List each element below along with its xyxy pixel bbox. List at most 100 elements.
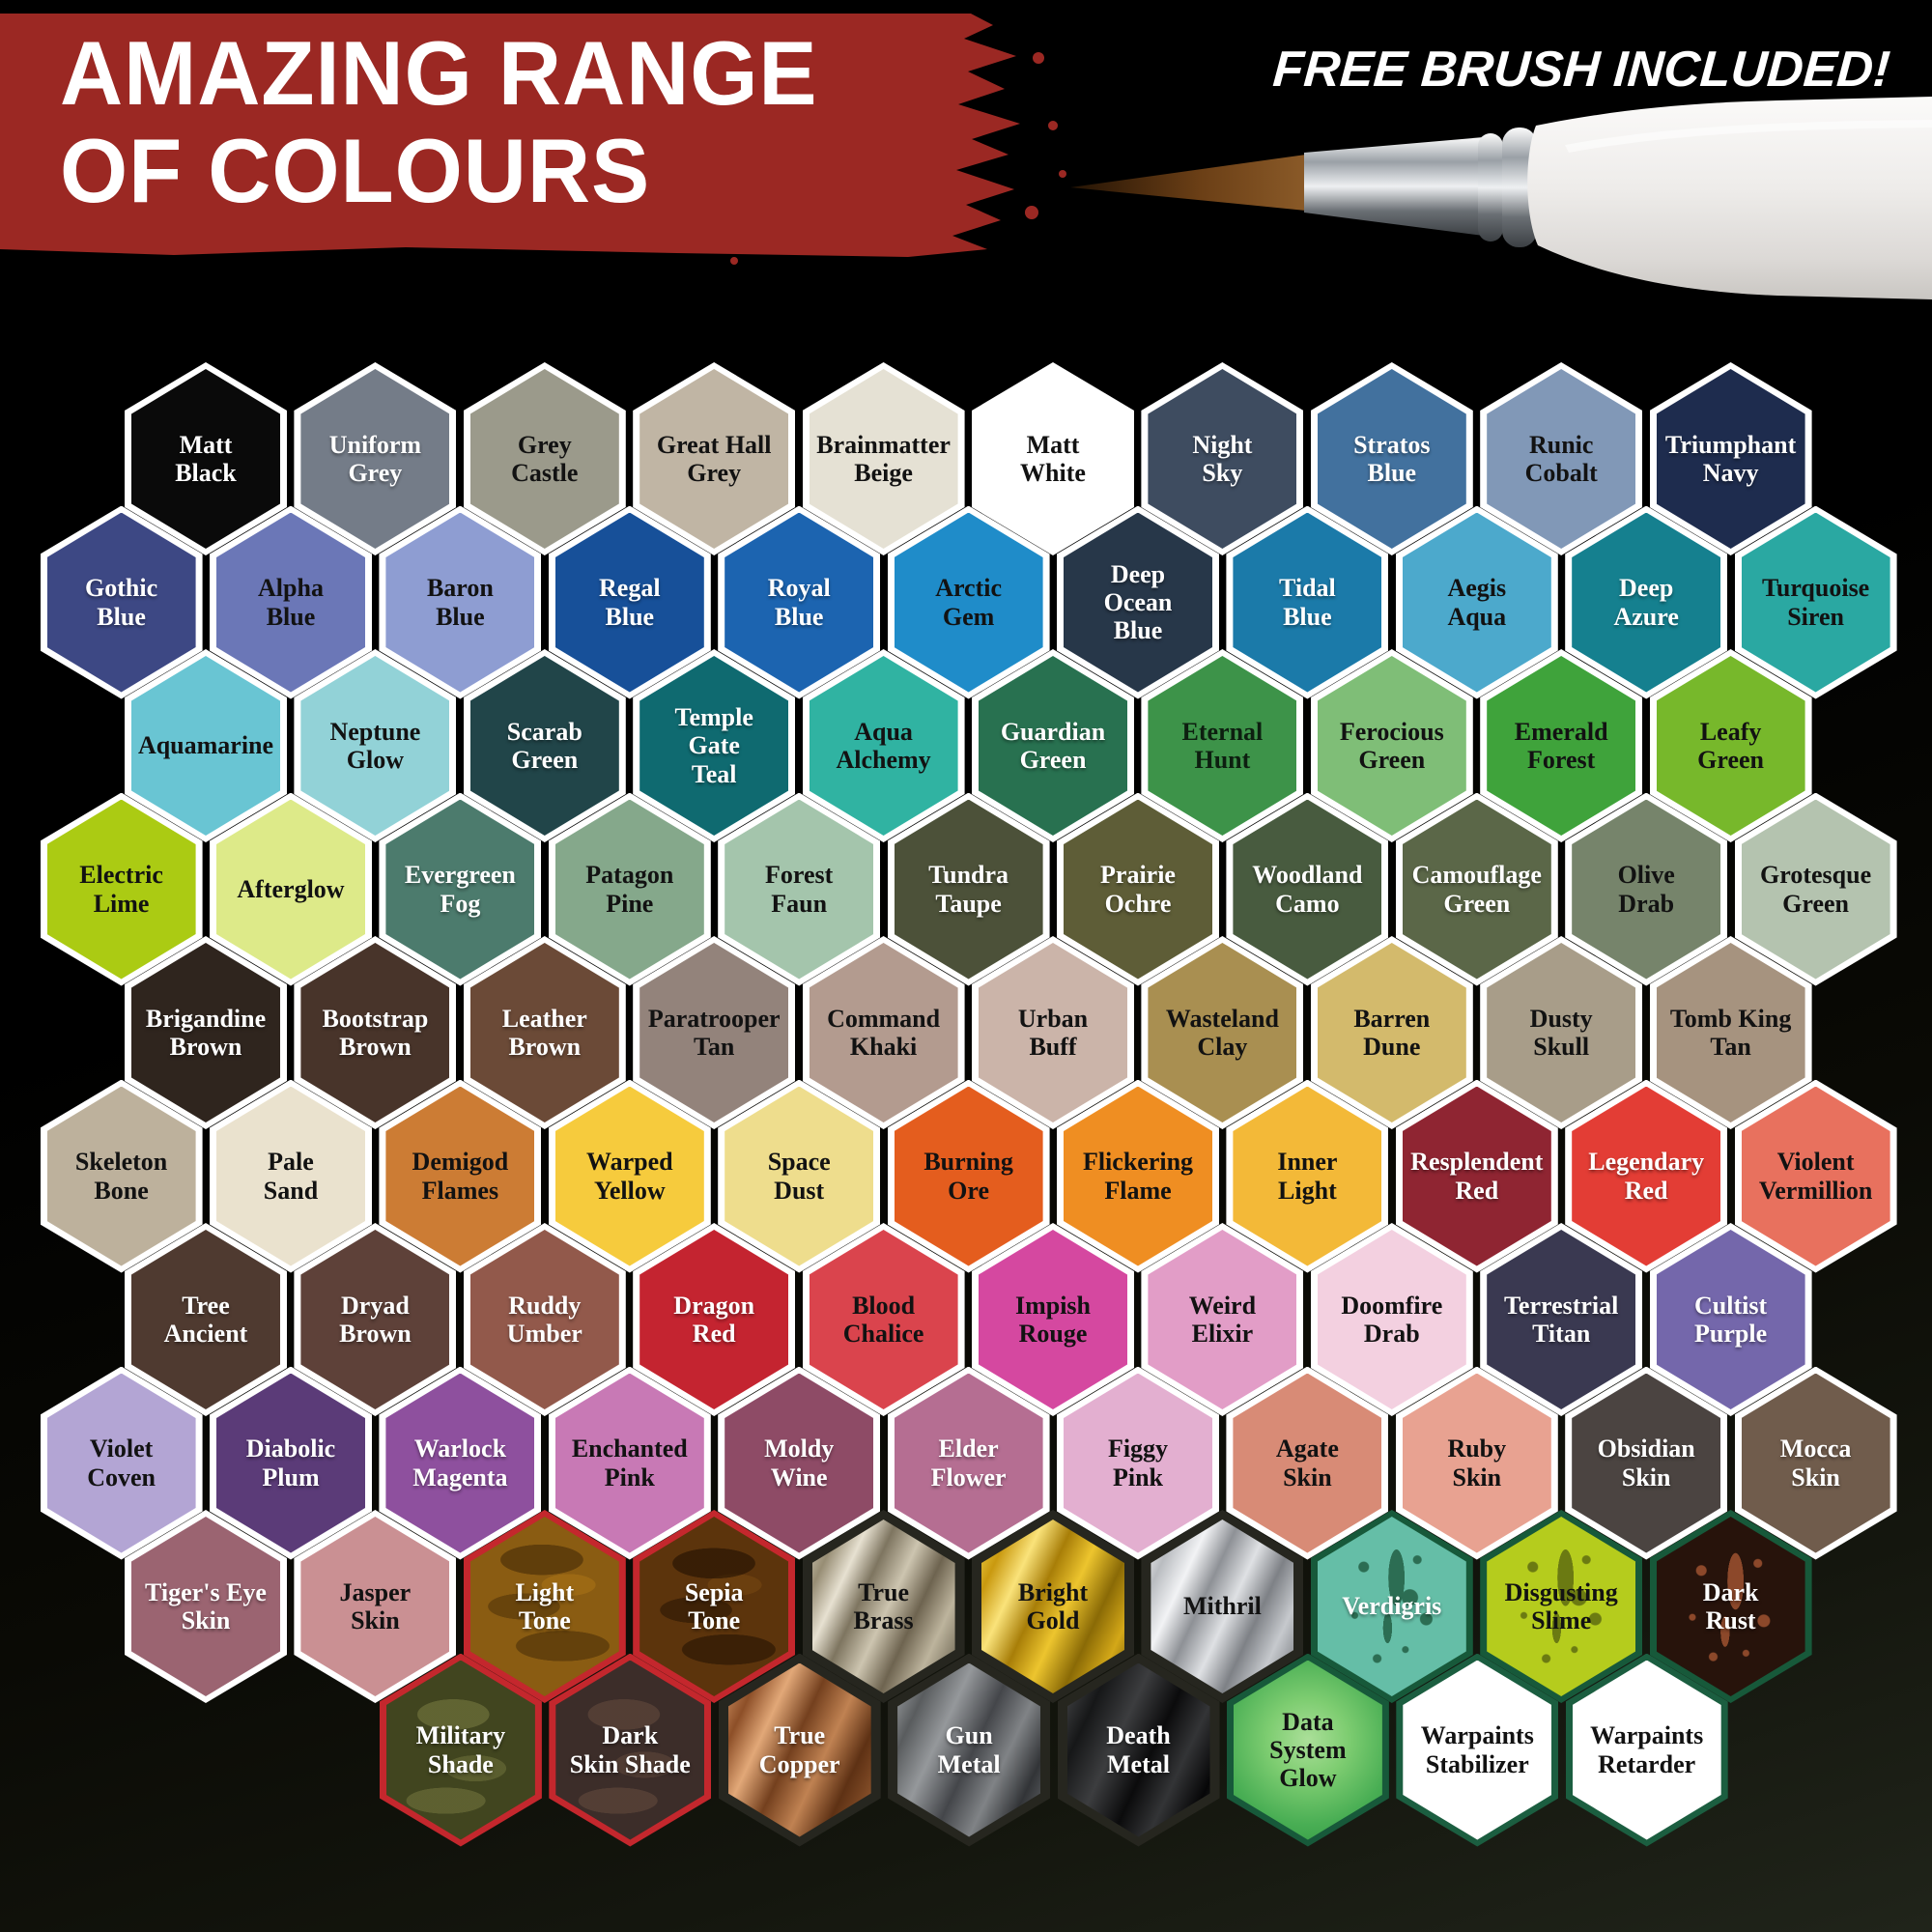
swatch-dark-rust: Dark Rust bbox=[1649, 1510, 1812, 1703]
swatch-fill-ruby-skin: Ruby Skin bbox=[1402, 1373, 1551, 1553]
swatch-label-obsidian-skin: Obsidian Skin bbox=[1597, 1435, 1695, 1492]
swatch-fill-impish-rouge: Impish Rouge bbox=[979, 1230, 1127, 1409]
swatch-fill-cultist-purple: Cultist Purple bbox=[1656, 1230, 1805, 1409]
banner-speck bbox=[730, 257, 738, 265]
swatch-true-brass: True Brass bbox=[802, 1510, 965, 1703]
swatch-grey-castle: Grey Castle bbox=[463, 362, 626, 555]
swatch-label-demigod-flames: Demigod Flames bbox=[412, 1148, 509, 1205]
swatch-fill-stratos-blue: Stratos Blue bbox=[1317, 369, 1466, 549]
swatch-label-patagon-pine: Patagon Pine bbox=[585, 861, 674, 918]
swatch-bootstrap-brown: Bootstrap Brown bbox=[294, 936, 457, 1129]
swatch-fill-violet-coven: Violet Coven bbox=[46, 1373, 196, 1553]
swatch-fill-olive-drab: Olive Drab bbox=[1572, 799, 1721, 980]
swatch-fill-weird-elixir: Weird Elixir bbox=[1148, 1230, 1297, 1409]
swatch-label-space-dust: Space Dust bbox=[767, 1148, 831, 1205]
swatch-label-ferocious-green: Ferocious Green bbox=[1339, 717, 1444, 774]
swatch-label-deep-ocean-blue: Deep Ocean Blue bbox=[1103, 559, 1173, 645]
swatch-legendary-red: Legendary Red bbox=[1565, 1079, 1728, 1273]
swatch-fill-prairie-ochre: Prairie Ochre bbox=[1064, 799, 1212, 980]
page-title-line2: OF COLOURS bbox=[60, 119, 651, 221]
swatch-label-olive-drab: Olive Drab bbox=[1617, 861, 1675, 918]
swatch-label-dragon-red: Dragon Red bbox=[673, 1291, 755, 1348]
swatch-obsidian-skin: Obsidian Skin bbox=[1565, 1366, 1728, 1560]
swatch-resplendent-red: Resplendent Red bbox=[1395, 1079, 1558, 1273]
swatch-pale-sand: Pale Sand bbox=[210, 1079, 372, 1273]
swatch-label-resplendent-red: Resplendent Red bbox=[1410, 1148, 1544, 1205]
swatch-fill-barren-dune: Barren Dune bbox=[1317, 943, 1466, 1122]
swatch-cultist-purple: Cultist Purple bbox=[1649, 1223, 1812, 1416]
swatch-fill-leafy-green: Leafy Green bbox=[1656, 656, 1805, 836]
swatch-label-agate-skin: Agate Skin bbox=[1275, 1435, 1339, 1492]
swatch-fill-dark-skin-shade: Dark Skin Shade bbox=[555, 1660, 705, 1840]
swatch-warpaints-retarder: Warpaints Retarder bbox=[1565, 1653, 1728, 1847]
swatch-fill-burning-ore: Burning Ore bbox=[894, 1086, 1043, 1266]
swatch-fill-elder-flower: Elder Flower bbox=[894, 1373, 1043, 1553]
swatch-fill-alpha-blue: Alpha Blue bbox=[216, 512, 365, 693]
swatch-fill-warlock-magenta: Warlock Magenta bbox=[385, 1373, 535, 1553]
swatch-label-grey-castle: Grey Castle bbox=[511, 430, 579, 487]
swatch-label-terrestrial-titan: Terrestrial Titan bbox=[1503, 1291, 1619, 1348]
swatch-label-royal-blue: Royal Blue bbox=[767, 574, 831, 631]
swatch-fill-command-khaki: Command Khaki bbox=[809, 943, 958, 1122]
swatch-verdigris: Verdigris bbox=[1310, 1510, 1473, 1703]
swatch-label-gun-metal: Gun Metal bbox=[937, 1721, 1001, 1778]
banner-speck bbox=[1025, 206, 1038, 219]
swatch-elder-flower: Elder Flower bbox=[887, 1366, 1050, 1560]
swatch-label-warlock-magenta: Warlock Magenta bbox=[412, 1435, 508, 1492]
swatch-label-temple-gate-teal: Temple Gate Teal bbox=[674, 703, 753, 788]
swatch-fill-warpaints-stabilizer: Warpaints Stabilizer bbox=[1403, 1660, 1552, 1840]
swatch-label-arctic-gem: Arctic Gem bbox=[935, 574, 1002, 631]
swatch-fill-dusty-skull: Dusty Skull bbox=[1487, 943, 1636, 1122]
swatch-fill-runic-cobalt: Runic Cobalt bbox=[1487, 369, 1636, 549]
swatch-fill-tree-ancient: Tree Ancient bbox=[131, 1230, 280, 1409]
swatch-fill-ferocious-green: Ferocious Green bbox=[1317, 656, 1466, 836]
swatch-fill-brigandine-brown: Brigandine Brown bbox=[131, 943, 280, 1122]
swatch-gun-metal: Gun Metal bbox=[888, 1653, 1051, 1847]
swatch-fill-gothic-blue: Gothic Blue bbox=[46, 512, 196, 693]
swatch-label-baron-blue: Baron Blue bbox=[426, 574, 494, 631]
swatch-label-alpha-blue: Alpha Blue bbox=[258, 574, 324, 631]
brush-ferrule-ring bbox=[1502, 128, 1537, 247]
swatch-mithril: Mithril bbox=[1141, 1510, 1304, 1703]
swatch-label-blood-chalice: Blood Chalice bbox=[842, 1291, 924, 1348]
swatch-fill-evergreen-fog: Evergreen Fog bbox=[385, 799, 535, 980]
swatch-fill-mithril: Mithril bbox=[1151, 1520, 1294, 1693]
swatch-dark-skin-shade: Dark Skin Shade bbox=[549, 1653, 712, 1847]
swatch-label-matt-white: Matt White bbox=[1020, 430, 1086, 487]
swatch-label-wasteland-clay: Wasteland Clay bbox=[1165, 1004, 1279, 1061]
swatch-label-electric-lime: Electric Lime bbox=[79, 861, 163, 918]
swatch-label-warpaints-stabilizer: Warpaints Stabilizer bbox=[1420, 1721, 1534, 1778]
swatch-enchanted-pink: Enchanted Pink bbox=[548, 1366, 711, 1560]
swatch-label-tidal-blue: Tidal Blue bbox=[1279, 574, 1336, 631]
swatch-label-true-copper: True Copper bbox=[758, 1721, 840, 1778]
swatch-fill-brainmatter-beige: Brainmatter Beige bbox=[809, 369, 958, 549]
swatch-label-prairie-ochre: Prairie Ochre bbox=[1100, 861, 1176, 918]
swatch-label-true-brass: True Brass bbox=[853, 1577, 914, 1634]
swatch-fill-true-copper: True Copper bbox=[727, 1662, 871, 1837]
swatch-label-barren-dune: Barren Dune bbox=[1353, 1004, 1431, 1061]
swatch-impish-rouge: Impish Rouge bbox=[972, 1223, 1134, 1416]
swatch-label-scarab-green: Scarab Green bbox=[506, 717, 582, 774]
swatch-label-dryad-brown: Dryad Brown bbox=[339, 1291, 412, 1348]
swatch-fill-paratrooper-tan: Paratrooper Tan bbox=[639, 943, 789, 1122]
swatch-label-stratos-blue: Stratos Blue bbox=[1353, 430, 1431, 487]
swatch-label-forest-faun: Forest Faun bbox=[765, 861, 834, 918]
swatch-fill-blood-chalice: Blood Chalice bbox=[809, 1230, 958, 1409]
swatch-dryad-brown: Dryad Brown bbox=[294, 1223, 457, 1416]
swatch-fill-diabolic-plum: Diabolic Plum bbox=[216, 1373, 365, 1553]
swatch-fill-neptune-glow: Neptune Glow bbox=[300, 656, 450, 836]
swatch-label-verdigris: Verdigris bbox=[1342, 1592, 1442, 1621]
swatch-label-matt-black: Matt Black bbox=[175, 430, 237, 487]
swatch-fill-jasper-skin: Jasper Skin bbox=[300, 1517, 450, 1696]
swatch-label-moldy-wine: Moldy Wine bbox=[764, 1435, 835, 1492]
swatch-doomfire-drab: Doomfire Drab bbox=[1310, 1223, 1473, 1416]
swatch-label-pale-sand: Pale Sand bbox=[263, 1148, 319, 1205]
swatch-fill-deep-ocean-blue: Deep Ocean Blue bbox=[1064, 512, 1212, 693]
swatch-jasper-skin: Jasper Skin bbox=[294, 1510, 457, 1703]
swatch-fill-flickering-flame: Flickering Flame bbox=[1064, 1086, 1212, 1266]
swatch-fill-scarab-green: Scarab Green bbox=[469, 656, 619, 836]
swatch-tiger-s-eye-skin: Tiger's Eye Skin bbox=[125, 1510, 287, 1703]
swatch-label-guardian-green: Guardian Green bbox=[1000, 717, 1106, 774]
swatch-fill-tiger-s-eye-skin: Tiger's Eye Skin bbox=[131, 1517, 280, 1696]
